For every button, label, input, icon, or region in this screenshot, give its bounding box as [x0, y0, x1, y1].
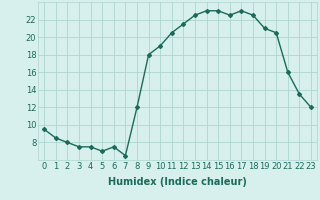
X-axis label: Humidex (Indice chaleur): Humidex (Indice chaleur) [108, 177, 247, 187]
